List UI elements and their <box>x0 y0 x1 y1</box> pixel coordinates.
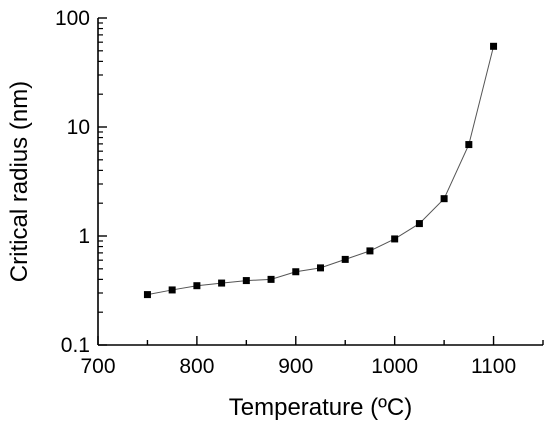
x-tick-label: 1100 <box>471 355 516 378</box>
x-axis-title: Temperature (ºC) <box>229 394 412 421</box>
ticks <box>97 17 544 346</box>
data-point <box>415 220 423 228</box>
data-point <box>143 291 151 299</box>
x-tick-label: 700 <box>80 355 115 378</box>
data-point <box>465 141 473 149</box>
data-point <box>267 275 275 283</box>
data-point <box>168 286 176 294</box>
data-point <box>391 235 399 243</box>
data-point <box>317 264 324 272</box>
axes <box>97 18 543 346</box>
y-tick-label: 1 <box>78 225 90 248</box>
y-tick-label: 0.1 <box>61 334 90 357</box>
y-tick-label: 10 <box>67 116 90 139</box>
data-point <box>440 195 448 203</box>
series-line-layer <box>147 46 495 296</box>
x-tick-label: 900 <box>278 355 313 378</box>
data-point <box>292 268 300 276</box>
y-axis-title: Critical radius (nm) <box>6 81 33 282</box>
series-line <box>147 46 495 296</box>
data-point <box>218 279 226 287</box>
data-point <box>193 282 201 290</box>
tick-labels: 700 800 900 1000 1100 0.1 1 10 100 <box>55 7 516 378</box>
data-point <box>242 277 250 285</box>
y-tick-label: 100 <box>55 7 90 30</box>
data-point <box>341 255 349 263</box>
x-tick-label: 1000 <box>371 355 418 378</box>
data-points <box>143 42 498 299</box>
x-tick-label: 800 <box>179 355 214 378</box>
data-point <box>366 247 374 255</box>
data-point <box>490 42 498 50</box>
